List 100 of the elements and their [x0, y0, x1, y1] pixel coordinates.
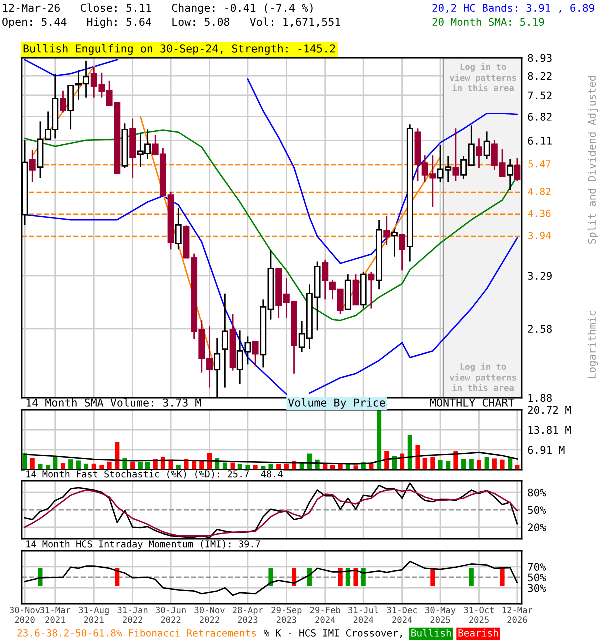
- y-tick-label: 3.29: [528, 272, 552, 280]
- bar: [261, 466, 266, 470]
- x-tick-label: 30-Nov 2022: [194, 606, 225, 624]
- chart-subtitle: Open: 5.44 High: 5.64 Low: 5.08 Vol: 1,671,551: [2, 18, 340, 28]
- bar: [238, 464, 242, 470]
- bar: [145, 462, 150, 470]
- y-tick-label: 80%: [528, 488, 546, 497]
- y-tick-label: 6.11: [528, 137, 552, 145]
- bar: [377, 410, 382, 470]
- bar: [276, 464, 282, 470]
- candlestick: [452, 128, 460, 182]
- ref-line-label: 4.36: [528, 210, 551, 218]
- y-tick-label: 20%: [528, 524, 546, 532]
- ref-line-label: 3.94: [528, 232, 551, 240]
- bar: [354, 466, 358, 470]
- y-tick-label: 7.52: [528, 92, 552, 100]
- y-tick-label: 30%: [528, 584, 546, 592]
- y-tick-label: 20.72 M: [528, 406, 572, 414]
- legend-title: % K - HCS IMI Crossover,: [264, 629, 402, 638]
- x-tick-label: 31-Jul 2024: [348, 606, 378, 624]
- chart-title: 14 Month HCS Intraday Momentum (IMI): 39.7: [26, 540, 260, 550]
- bar: [438, 460, 443, 470]
- bar: [76, 460, 81, 470]
- bar: [469, 459, 474, 470]
- annotation: Log in to view patterns in this area: [450, 362, 516, 392]
- y-tick-label: 6.91 M: [528, 446, 565, 454]
- line-series: [24, 489, 518, 537]
- bar: [115, 442, 120, 470]
- bar: [30, 458, 35, 470]
- candlestick: [399, 234, 406, 272]
- y-tick-label: 70%: [528, 563, 546, 572]
- bar: [60, 463, 66, 470]
- candlestick: [368, 271, 375, 310]
- candlestick: [29, 150, 36, 184]
- x-tick-label: 31-Dec 2024: [387, 606, 418, 624]
- text: 20 Month SMA: 5.19: [432, 18, 544, 26]
- text: Bullish: [412, 629, 451, 637]
- bar: [408, 434, 412, 470]
- bar: [484, 457, 490, 470]
- x-tick-label: 31-Mar 2021: [40, 606, 71, 624]
- candlestick: [322, 259, 329, 300]
- bar: [462, 459, 466, 470]
- text: Bearish: [458, 629, 498, 637]
- candlestick: [222, 293, 228, 388]
- y-tick-label: 50%: [528, 574, 546, 582]
- text: Logarithmic: [588, 311, 598, 378]
- bar: [22, 453, 28, 470]
- x-tick-label: 31-Aug 2021: [79, 606, 109, 624]
- y-tick-label: 1.88: [528, 394, 552, 402]
- candlestick: [391, 228, 398, 258]
- x-tick-label: 29-Sep 2023: [272, 606, 302, 624]
- candlestick: [252, 341, 259, 368]
- candlestick: [507, 158, 514, 191]
- bar: [268, 464, 274, 470]
- y-axis-title: Split and Dividend Adjusted: [588, 76, 598, 244]
- ref-line-label: 4.82: [528, 188, 551, 196]
- band-label: Log in to view patterns in this area: [450, 63, 516, 92]
- text: 23.6-38.2-50-61.8% Fibonacci Retracements: [18, 629, 256, 637]
- x-tick-label: 31-Jan 2022: [118, 606, 148, 624]
- bar: [130, 462, 136, 470]
- x-tick-label: 28-Apr 2023: [233, 606, 264, 624]
- bar: [38, 464, 43, 470]
- bar: [515, 465, 520, 470]
- x-tick-label: 12-Mar 2026: [502, 606, 533, 624]
- bar: [207, 453, 212, 470]
- y-tick-label: 8.22: [528, 72, 552, 80]
- x-tick-label: 30-May 2025: [426, 606, 456, 624]
- bar: [68, 460, 74, 470]
- y-tick-label: 8.93: [528, 54, 552, 62]
- ref-line-label: 5.47: [528, 160, 551, 168]
- bar: [500, 460, 505, 470]
- bar: [246, 465, 250, 470]
- x-tick-label: 29-Feb 2024: [310, 606, 340, 624]
- x-tick-label: 30-Jun 2022: [156, 606, 186, 624]
- bar: [168, 460, 174, 470]
- chart-title: 14 Month Fast Stochastic (%K) (%D): 25.7 48.4: [26, 470, 283, 479]
- line-series: [24, 452, 518, 465]
- bar: [422, 458, 428, 470]
- y-tick-label: 13.81 M: [528, 426, 572, 434]
- candlestick: [384, 215, 390, 246]
- bar: [107, 462, 112, 470]
- text: 14 Month SMA Volume: 3.73 M: [26, 398, 202, 407]
- candlestick: [514, 158, 521, 182]
- bar: [492, 458, 497, 470]
- bar: [430, 456, 436, 470]
- bar: [138, 462, 143, 470]
- bar: [476, 460, 482, 470]
- text: Volume By Price: [288, 398, 386, 409]
- text: Bullish Engulfing on 30-Sep-24, Strength: -145.2: [24, 44, 336, 55]
- line-series: [24, 482, 518, 539]
- chart-title: 12-Mar-26 Close: 5.11 Change: -0.41 (-7.4 %): [3, 4, 313, 14]
- y-tick-label: 2.58: [528, 325, 552, 334]
- text: MONTHLY CHART: [430, 398, 515, 407]
- bar: [416, 445, 420, 470]
- candlestick: [476, 138, 482, 169]
- y-tick-label: 6.82: [528, 113, 552, 121]
- candlestick: [175, 207, 182, 250]
- x-tick-label: 31-Oct 2025: [464, 606, 494, 624]
- bar: [330, 465, 336, 470]
- bar: [446, 461, 451, 470]
